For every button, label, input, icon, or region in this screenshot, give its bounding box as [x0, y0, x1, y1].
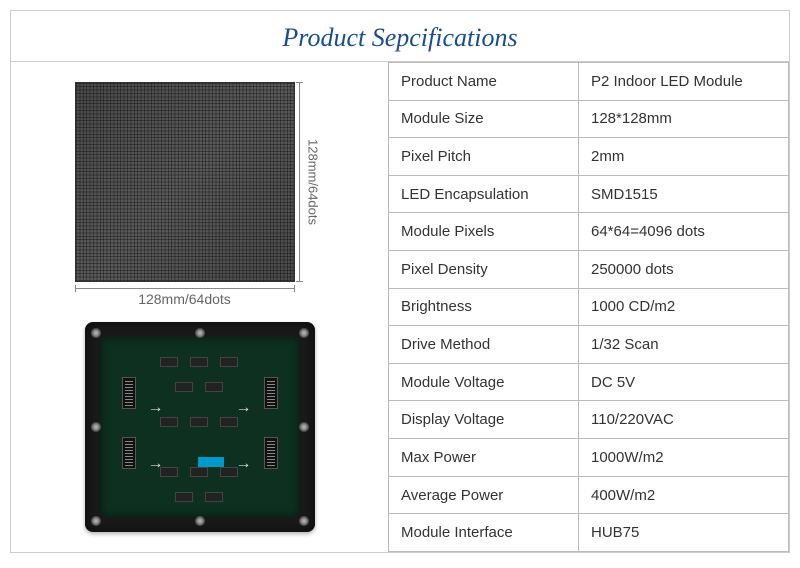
spec-label: Pixel Density [389, 251, 579, 289]
table-row: Module VoltageDC 5V [389, 363, 789, 401]
spec-value: DC 5V [579, 363, 789, 401]
table-row: Pixel Density250000 dots [389, 251, 789, 289]
table-row: Pixel Pitch2mm [389, 138, 789, 176]
spec-label: LED Encapsulation [389, 175, 579, 213]
spec-label: Average Power [389, 476, 579, 514]
spec-label: Drive Method [389, 326, 579, 364]
table-row: Module Pixels64*64=4096 dots [389, 213, 789, 251]
spec-value: 128*128mm [579, 100, 789, 138]
horizontal-dimension-label: 128mm/64dots [75, 291, 295, 307]
spec-value: 400W/m2 [579, 476, 789, 514]
table-row: Brightness1000 CD/m2 [389, 288, 789, 326]
table-row: LED EncapsulationSMD1515 [389, 175, 789, 213]
spec-value: 250000 dots [579, 251, 789, 289]
table-row: Average Power400W/m2 [389, 476, 789, 514]
spec-value: HUB75 [579, 514, 789, 552]
table-row: Module Size128*128mm [389, 100, 789, 138]
spec-label: Module Interface [389, 514, 579, 552]
spec-sheet: Product Sepcifications 128mm/64dots 128m… [10, 10, 790, 553]
table-row: Module InterfaceHUB75 [389, 514, 789, 552]
spec-label: Brightness [389, 288, 579, 326]
spec-label: Pixel Pitch [389, 138, 579, 176]
spec-label: Module Voltage [389, 363, 579, 401]
table-row: Display Voltage110/220VAC [389, 401, 789, 439]
content-row: 128mm/64dots 128mm/64dots [11, 62, 789, 552]
spec-value: 64*64=4096 dots [579, 213, 789, 251]
spec-value: P2 Indoor LED Module [579, 63, 789, 101]
table-row: Max Power1000W/m2 [389, 439, 789, 477]
table-row: Drive Method1/32 Scan [389, 326, 789, 364]
spec-label: Display Voltage [389, 401, 579, 439]
spec-value: 1000 CD/m2 [579, 288, 789, 326]
spec-value: 1000W/m2 [579, 439, 789, 477]
table-row: Product NameP2 Indoor LED Module [389, 63, 789, 101]
spec-label: Max Power [389, 439, 579, 477]
spec-value: 2mm [579, 138, 789, 176]
specifications-table: Product NameP2 Indoor LED ModuleModule S… [388, 62, 789, 552]
page-title: Product Sepcifications [11, 11, 789, 62]
spec-value: SMD1515 [579, 175, 789, 213]
spec-label: Module Pixels [389, 213, 579, 251]
vertical-dimension-label: 128mm/64dots [303, 139, 324, 225]
led-module-front-icon [75, 82, 295, 282]
front-diagram: 128mm/64dots 128mm/64dots [75, 82, 325, 307]
led-module-back-icon: → → → → [85, 322, 315, 532]
spec-label: Module Size [389, 100, 579, 138]
spec-value: 110/220VAC [579, 401, 789, 439]
spec-label: Product Name [389, 63, 579, 101]
spec-value: 1/32 Scan [579, 326, 789, 364]
image-panel: 128mm/64dots 128mm/64dots [11, 62, 388, 552]
